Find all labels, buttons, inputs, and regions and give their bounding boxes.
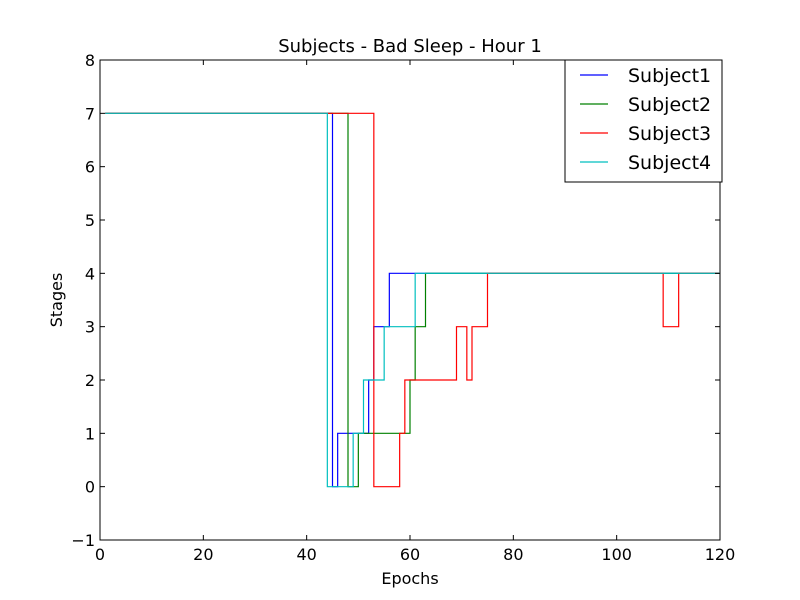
y-tick-label: 3 xyxy=(85,318,95,337)
y-axis-label: Stages xyxy=(47,273,66,328)
chart-title: Subjects - Bad Sleep - Hour 1 xyxy=(278,36,542,57)
x-tick-label: 0 xyxy=(95,545,105,564)
x-tick-label: 40 xyxy=(296,545,316,564)
y-tick-label: 5 xyxy=(85,211,95,230)
x-tick-label: 120 xyxy=(705,545,736,564)
legend-label-subject2: Subject2 xyxy=(628,94,711,116)
y-tick-label: 6 xyxy=(85,158,95,177)
y-tick-label: 7 xyxy=(85,104,95,123)
legend-label-subject1: Subject1 xyxy=(628,65,711,87)
x-tick-label: 20 xyxy=(193,545,213,564)
legend: Subject1 Subject2 Subject3 Subject4 xyxy=(565,60,722,182)
x-tick-label: 60 xyxy=(400,545,420,564)
x-tick-label: 80 xyxy=(503,545,523,564)
y-tick-label: 2 xyxy=(85,371,95,390)
legend-label-subject4: Subject4 xyxy=(628,152,711,174)
x-axis-label: Epochs xyxy=(381,569,438,588)
legend-label-subject3: Subject3 xyxy=(628,123,711,145)
y-tick-label: 8 xyxy=(85,51,95,70)
y-tick-label: 4 xyxy=(85,264,95,283)
x-tick-label: 100 xyxy=(601,545,632,564)
y-tick-label: −1 xyxy=(71,531,95,550)
y-tick-label: 0 xyxy=(85,478,95,497)
y-tick-label: 1 xyxy=(85,424,95,443)
